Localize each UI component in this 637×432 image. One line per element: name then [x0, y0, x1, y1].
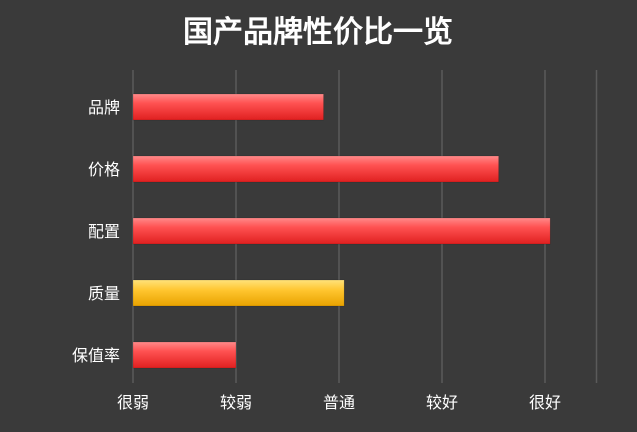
bar-5: [132, 341, 237, 369]
x-tick-label: 很好: [529, 393, 561, 412]
bar-3: [132, 217, 551, 245]
bar-4: [132, 279, 345, 307]
x-tick-label: 较弱: [220, 393, 252, 412]
x-tick-labels: 很弱 较弱 普通 较好 很好: [117, 393, 561, 412]
category-label: 价格: [88, 160, 120, 179]
x-tick-label: 很弱: [117, 393, 149, 412]
bar-2: [132, 155, 499, 183]
category-label: 配置: [88, 222, 120, 241]
chart-title: 国产品牌性价比一览: [183, 15, 453, 50]
x-tick-label: 较好: [426, 393, 458, 412]
bars: [132, 93, 551, 369]
category-label: 质量: [88, 284, 120, 303]
category-label: 品牌: [88, 98, 120, 117]
category-label: 保值率: [72, 346, 120, 365]
bar-1: [132, 93, 324, 121]
x-tick-label: 普通: [323, 393, 355, 412]
